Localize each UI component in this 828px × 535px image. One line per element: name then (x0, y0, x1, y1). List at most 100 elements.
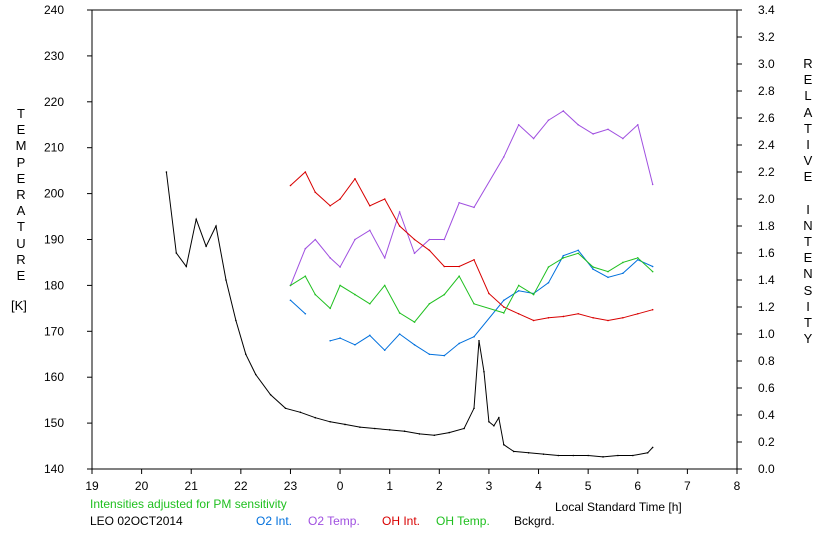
data-point-bckgrd (473, 407, 475, 410)
data-point-oh-temp (547, 266, 550, 268)
y-left-tick-label: 240 (44, 3, 64, 17)
data-point-bckgrd (512, 450, 515, 453)
data-point-oh-temp (458, 275, 460, 278)
data-point-oh-int (651, 308, 654, 311)
data-point-o2-temp (651, 183, 654, 186)
data-point-o2-temp (532, 137, 535, 140)
axis-title-letter: R (16, 251, 26, 267)
data-point-bckgrd (433, 434, 436, 437)
data-point-o2-int (592, 268, 594, 271)
y-left-tick-label: 190 (44, 233, 64, 247)
data-point-oh-int (488, 292, 490, 295)
x-tick-label: 22 (234, 479, 248, 493)
axis-title-letter: E (16, 267, 26, 283)
y-left-tick-label: 150 (44, 416, 64, 430)
station-label: LEO 02OCT2014 (90, 514, 183, 528)
data-point-oh-int (622, 317, 624, 319)
data-point-o2-temp (458, 201, 460, 204)
y-left-tick-label: 220 (44, 95, 64, 109)
y-right-tick-label: 2.2 (758, 165, 775, 179)
series-layer (165, 110, 654, 458)
data-point-o2-int (304, 312, 307, 315)
data-point-bckgrd (448, 431, 451, 434)
data-point-o2-temp (607, 128, 609, 131)
data-point-o2-temp (428, 238, 431, 241)
axis-title-letter: V (803, 153, 813, 169)
x-tick-label: 19 (85, 479, 99, 493)
data-point-bckgrd (185, 265, 188, 268)
data-point-o2-temp (339, 266, 341, 268)
data-point-bckgrd (498, 416, 500, 419)
axis-title-letter: R (16, 186, 26, 202)
axis-title-letter: A (16, 203, 26, 219)
x-tick-label: 21 (185, 479, 199, 493)
series-line-o2-temp (290, 110, 654, 286)
data-point-o2-temp (354, 238, 356, 241)
axis-title-letter: N (803, 217, 813, 233)
axis-title-letter: Y (803, 331, 813, 347)
x-axis-label: Local Standard Time [h] (555, 500, 682, 514)
data-point-oh-int (547, 317, 550, 319)
y-right-tick-label: 3.2 (758, 30, 775, 44)
y-right-tick-label: 0.0 (758, 462, 775, 476)
data-point-o2-int (547, 281, 550, 284)
y-right-tick-label: 3.4 (758, 3, 775, 17)
data-point-o2-temp (413, 252, 416, 255)
data-point-bckgrd (245, 353, 247, 356)
data-point-bckgrd (587, 454, 589, 457)
x-tick-label: 23 (284, 479, 298, 493)
data-point-bckgrd (284, 407, 287, 410)
data-point-o2-int (503, 299, 505, 302)
y-axis-right: 0.0 0.2 0.4 0.6 0.8 1.0 1.2 1.4 1.6 1.8 2.0 2.2 2.4 2… (737, 3, 775, 476)
x-tick-label: 5 (585, 479, 592, 493)
y-left-unit: [K] (11, 298, 27, 313)
data-point-bckgrd (542, 453, 545, 455)
data-point-o2-int (577, 249, 580, 252)
x-axis: 19 20 21 22 23 0 1 2 3 4 5 6 7 8 (85, 469, 741, 493)
data-point-oh-temp (473, 302, 475, 305)
data-point-oh-int (532, 319, 535, 322)
data-point-bckgrd (483, 371, 485, 373)
data-point-oh-temp (517, 284, 520, 287)
x-tick-label: 8 (734, 479, 741, 493)
axis-title-letter: R (803, 56, 813, 71)
data-point-bckgrd (388, 429, 391, 431)
data-point-oh-int (339, 198, 341, 200)
data-point-o2-temp (622, 137, 624, 140)
data-point-oh-temp (622, 261, 624, 264)
y-left-tick-label: 180 (44, 278, 64, 292)
data-point-bckgrd (269, 393, 272, 396)
data-point-bckgrd (557, 454, 560, 457)
data-point-oh-temp (314, 293, 317, 296)
axis-title-letter: E (803, 250, 813, 266)
x-tick-label: 3 (486, 479, 493, 493)
data-point-oh-temp (443, 293, 446, 296)
axis-title-letter (806, 186, 810, 202)
data-point-o2-temp (383, 257, 386, 259)
data-point-bckgrd (493, 425, 495, 427)
data-point-oh-temp (339, 284, 341, 287)
data-point-o2-temp (369, 229, 371, 232)
data-point-oh-int (428, 249, 431, 252)
y-right-tick-label: 2.4 (758, 138, 775, 152)
data-point-bckgrd (314, 416, 317, 419)
data-point-o2-int (458, 342, 460, 345)
data-point-bckgrd (205, 245, 207, 248)
series-line-oh-temp (290, 252, 654, 323)
data-point-bckgrd (235, 319, 237, 322)
data-point-o2-int (562, 254, 565, 257)
data-point-bckgrd (527, 452, 530, 454)
y-left-tick-label: 230 (44, 49, 64, 63)
data-point-bckgrd (374, 427, 376, 430)
data-point-oh-int (398, 225, 401, 227)
data-point-oh-int (329, 204, 331, 207)
data-point-o2-temp (304, 247, 307, 250)
axis-title-letter: E (803, 72, 813, 88)
data-point-oh-temp (592, 266, 594, 268)
data-point-o2-temp (562, 110, 565, 112)
y-right-tick-label: 2.8 (758, 84, 775, 98)
data-point-o2-int (339, 337, 341, 339)
data-point-o2-int (383, 349, 386, 352)
data-point-o2-temp (314, 238, 317, 241)
data-point-o2-int (428, 353, 431, 356)
